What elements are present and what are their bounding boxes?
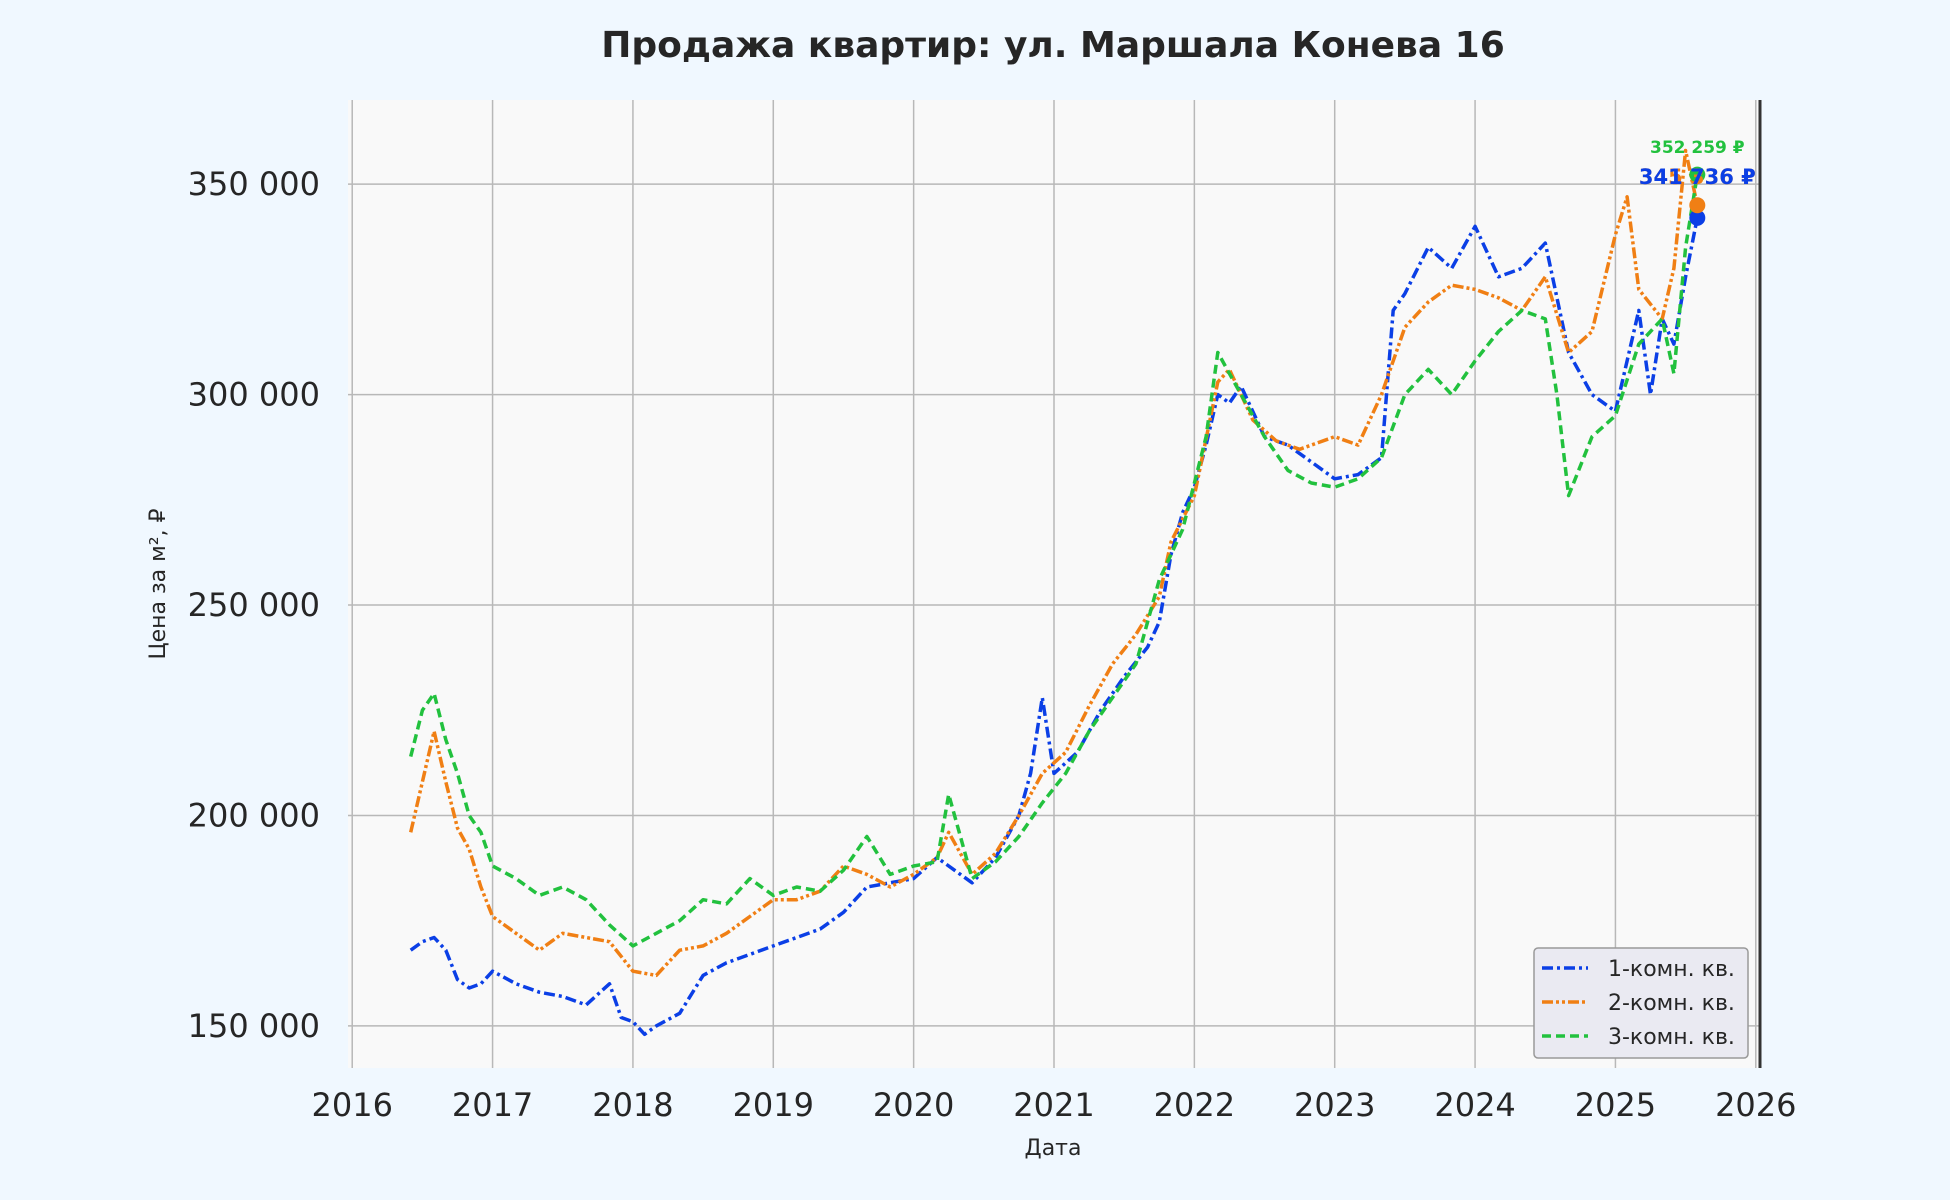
end-value-label: 341 736 ₽ bbox=[1639, 165, 1756, 189]
x-tick-label: 2024 bbox=[1434, 1086, 1515, 1124]
end-markers: 352 259 ₽ 345 336 ₽341 736 ₽ bbox=[1639, 138, 1756, 226]
chart-title: Продажа квартир: ул. Маршала Конева 16 bbox=[601, 25, 1505, 66]
x-tick-label: 2019 bbox=[733, 1086, 814, 1124]
x-tick-label: 2017 bbox=[452, 1086, 533, 1124]
y-tick-label: 250 000 bbox=[188, 586, 320, 624]
y-axis-label: Цена за м², ₽ bbox=[146, 508, 171, 659]
series-line-1 bbox=[409, 217, 1700, 1037]
x-tick-label: 2018 bbox=[592, 1086, 673, 1124]
legend-label: 2-комн. кв. bbox=[1608, 991, 1735, 1016]
x-tick-label: 2025 bbox=[1575, 1086, 1656, 1124]
x-tick-label: 2023 bbox=[1294, 1086, 1375, 1124]
x-tick-label: 2022 bbox=[1154, 1086, 1235, 1124]
grid bbox=[348, 100, 1760, 1068]
series-line-3 bbox=[409, 174, 1700, 948]
end-marker-2 bbox=[1689, 197, 1706, 214]
x-tick-label: 2016 bbox=[311, 1086, 392, 1124]
legend-label: 3-комн. кв. bbox=[1608, 1025, 1735, 1050]
end-marker-3 bbox=[1689, 166, 1706, 183]
y-tick-label: 350 000 bbox=[188, 165, 320, 203]
y-tick-label: 150 000 bbox=[188, 1007, 320, 1045]
x-axis-ticks: 2016 2017 2018 2019 2020 2021 2022 2023 2024 2025… bbox=[311, 1086, 1796, 1124]
x-tick-label: 2026 bbox=[1715, 1086, 1796, 1124]
y-axis-ticks: 150 000 200 000 250 000 300 000 350 000 bbox=[188, 165, 320, 1045]
series-line-2 bbox=[408, 148, 1700, 978]
y-tick-label: 300 000 bbox=[188, 376, 320, 414]
legend-label: 1-комн. кв. bbox=[1608, 957, 1735, 982]
series-lines bbox=[408, 148, 1700, 1037]
legend: 1-комн. кв. 2-комн. кв. 3-комн. кв. bbox=[1533, 947, 1749, 1059]
end-marker-1 bbox=[1689, 209, 1706, 226]
x-tick-label: 2021 bbox=[1013, 1086, 1094, 1124]
x-tick-label: 2020 bbox=[873, 1086, 954, 1124]
y-tick-label: 200 000 bbox=[188, 796, 320, 834]
end-value-label: 345 336 ₽ bbox=[1639, 165, 1756, 189]
end-value-label: 352 259 ₽ bbox=[1650, 138, 1745, 158]
x-axis-label: Дата bbox=[1025, 1136, 1082, 1161]
legend-box bbox=[1533, 947, 1749, 1059]
